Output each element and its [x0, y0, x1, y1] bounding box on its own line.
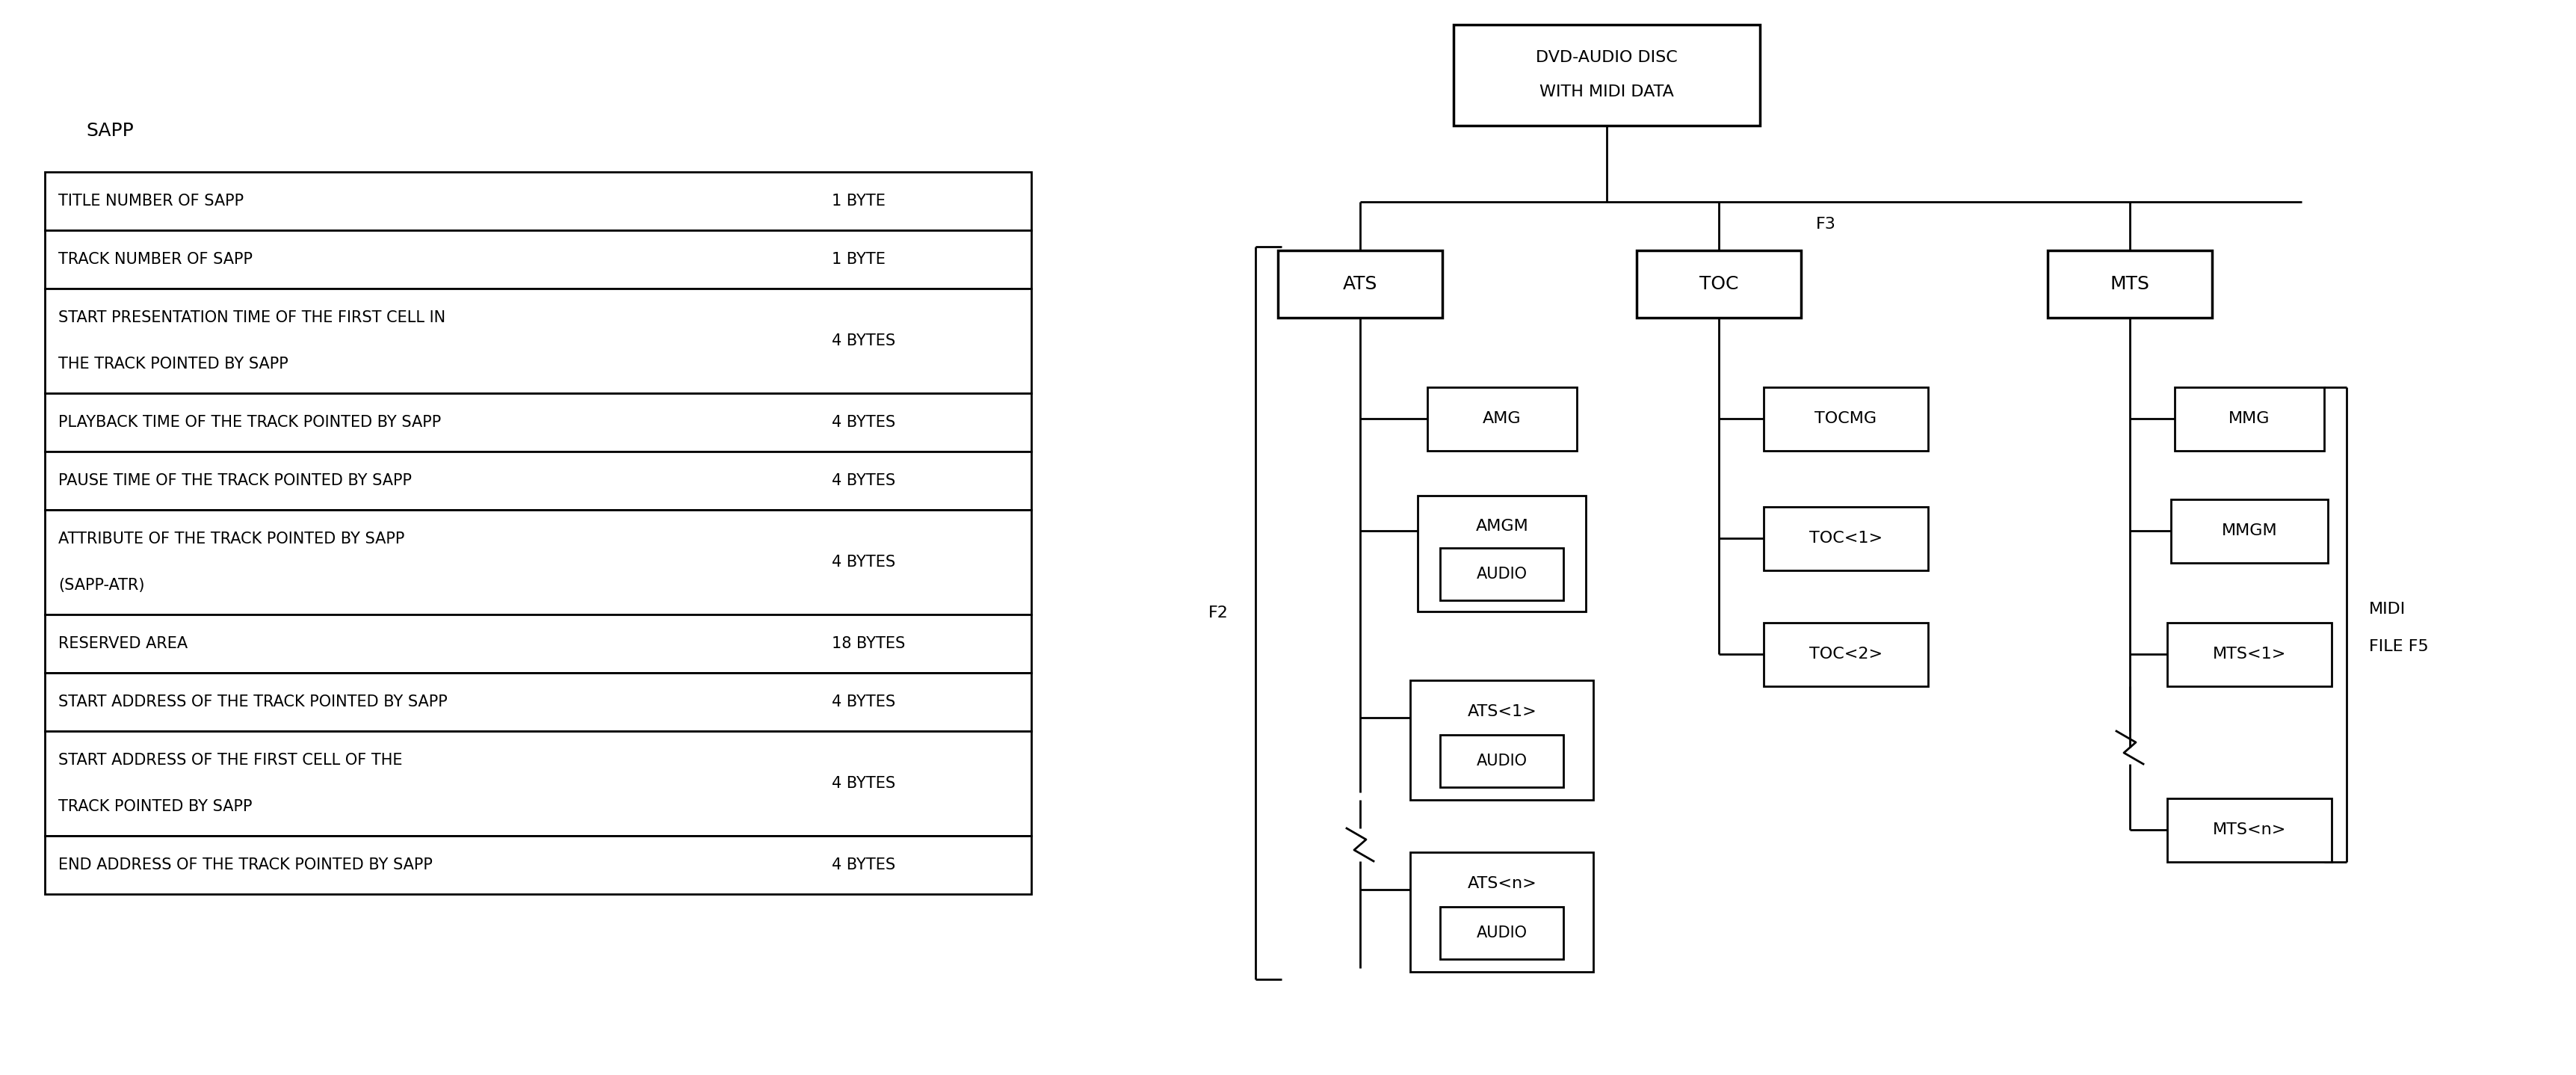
Text: THE TRACK POINTED BY SAPP: THE TRACK POINTED BY SAPP: [59, 357, 289, 371]
Bar: [44, 172, 1030, 230]
Bar: [2048, 250, 2210, 318]
Text: ATS<1>: ATS<1>: [1466, 704, 1535, 719]
Bar: [2166, 798, 2331, 861]
Bar: [44, 230, 1030, 288]
Bar: [2166, 622, 2331, 686]
Text: MTS: MTS: [2110, 275, 2148, 293]
Text: RESERVED AREA: RESERVED AREA: [59, 636, 188, 651]
Bar: [44, 673, 1030, 731]
Text: START ADDRESS OF THE TRACK POINTED BY SAPP: START ADDRESS OF THE TRACK POINTED BY SA…: [59, 694, 448, 710]
Text: F3: F3: [1816, 217, 1837, 232]
Bar: [1278, 250, 1443, 318]
Text: TRACK POINTED BY SAPP: TRACK POINTED BY SAPP: [59, 799, 252, 814]
Text: TOC: TOC: [1698, 275, 1739, 293]
Bar: [2174, 387, 2324, 450]
Text: 18 BYTES: 18 BYTES: [832, 636, 904, 651]
Text: TOCMG: TOCMG: [1814, 411, 1875, 426]
Text: 4 BYTES: 4 BYTES: [832, 858, 894, 873]
Text: AUDIO: AUDIO: [1476, 754, 1528, 769]
Text: AUDIO: AUDIO: [1476, 926, 1528, 941]
Bar: [1440, 735, 1564, 787]
Text: 1 BYTE: 1 BYTE: [832, 252, 886, 267]
Text: ATTRIBUTE OF THE TRACK POINTED BY SAPP: ATTRIBUTE OF THE TRACK POINTED BY SAPP: [59, 532, 404, 546]
Bar: [44, 451, 1030, 510]
Text: AMGM: AMGM: [1476, 519, 1528, 534]
Bar: [1762, 387, 1927, 450]
Bar: [1440, 907, 1564, 959]
Bar: [1453, 25, 1759, 125]
Text: END ADDRESS OF THE TRACK POINTED BY SAPP: END ADDRESS OF THE TRACK POINTED BY SAPP: [59, 858, 433, 873]
Text: AMG: AMG: [1481, 411, 1520, 426]
Text: TRACK NUMBER OF SAPP: TRACK NUMBER OF SAPP: [59, 252, 252, 267]
Text: MTS<n>: MTS<n>: [2213, 822, 2285, 837]
Bar: [1440, 548, 1564, 600]
Bar: [1762, 506, 1927, 570]
Text: START PRESENTATION TIME OF THE FIRST CELL IN: START PRESENTATION TIME OF THE FIRST CEL…: [59, 311, 446, 326]
Text: MMGM: MMGM: [2221, 524, 2277, 539]
Text: (SAPP-ATR): (SAPP-ATR): [59, 577, 144, 592]
Text: TITLE NUMBER OF SAPP: TITLE NUMBER OF SAPP: [59, 193, 245, 209]
Text: START ADDRESS OF THE FIRST CELL OF THE: START ADDRESS OF THE FIRST CELL OF THE: [59, 752, 402, 768]
Text: MIDI: MIDI: [2367, 602, 2406, 617]
Bar: [44, 510, 1030, 615]
Bar: [1409, 852, 1592, 972]
Bar: [44, 615, 1030, 673]
Bar: [1636, 250, 1801, 318]
Text: TOC<2>: TOC<2>: [1808, 647, 1883, 661]
Bar: [1762, 622, 1927, 686]
Bar: [2172, 499, 2326, 562]
Text: AUDIO: AUDIO: [1476, 567, 1528, 582]
Bar: [44, 393, 1030, 452]
Bar: [1427, 387, 1577, 450]
Text: 4 BYTES: 4 BYTES: [832, 694, 894, 710]
Text: 4 BYTES: 4 BYTES: [832, 473, 894, 488]
Text: DVD-AUDIO DISC: DVD-AUDIO DISC: [1535, 51, 1677, 66]
Text: 4 BYTES: 4 BYTES: [832, 555, 894, 570]
Bar: [1409, 680, 1592, 800]
Bar: [44, 835, 1030, 894]
Text: PLAYBACK TIME OF THE TRACK POINTED BY SAPP: PLAYBACK TIME OF THE TRACK POINTED BY SA…: [59, 415, 440, 430]
Text: 1 BYTE: 1 BYTE: [832, 193, 886, 209]
Text: 4 BYTES: 4 BYTES: [832, 776, 894, 791]
Text: WITH MIDI DATA: WITH MIDI DATA: [1538, 85, 1674, 99]
Text: TOC<1>: TOC<1>: [1808, 531, 1883, 546]
Text: F2: F2: [1208, 605, 1229, 620]
Bar: [44, 731, 1030, 835]
Text: ATS: ATS: [1342, 275, 1378, 293]
Bar: [44, 288, 1030, 393]
Bar: [1417, 496, 1587, 611]
Text: FILE F5: FILE F5: [2367, 640, 2429, 654]
Text: 4 BYTES: 4 BYTES: [832, 415, 894, 430]
Text: ATS<n>: ATS<n>: [1466, 876, 1535, 891]
Text: SAPP: SAPP: [85, 121, 134, 140]
Text: 4 BYTES: 4 BYTES: [832, 333, 894, 348]
Text: MTS<1>: MTS<1>: [2213, 647, 2285, 661]
Text: PAUSE TIME OF THE TRACK POINTED BY SAPP: PAUSE TIME OF THE TRACK POINTED BY SAPP: [59, 473, 412, 488]
Text: MMG: MMG: [2228, 411, 2269, 426]
